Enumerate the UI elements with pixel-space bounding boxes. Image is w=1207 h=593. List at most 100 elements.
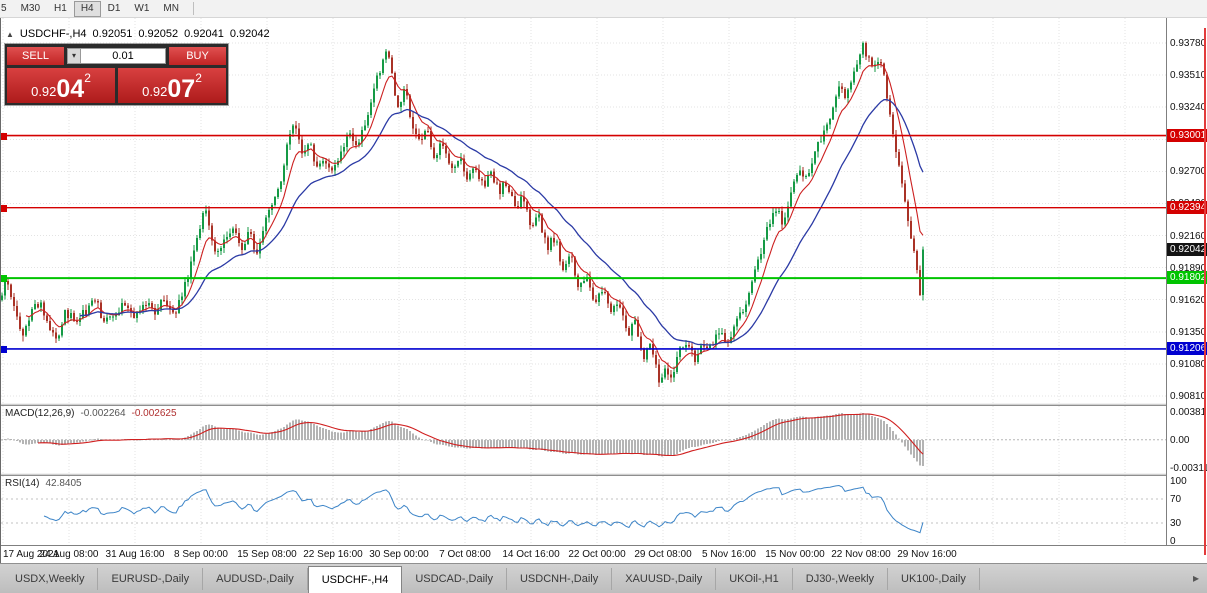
rsi-grid — [2, 476, 1126, 545]
tab-audusd-daily[interactable]: AUDUSD-,Daily — [203, 568, 308, 590]
quote-low: 0.92041 — [184, 28, 224, 40]
macd-value-signal: -0.002625 — [131, 408, 177, 419]
macd-axis-max: 0.00381 — [1170, 407, 1207, 418]
timeframe-button-h1[interactable]: H1 — [54, 2, 67, 14]
tab-ukoil-h1[interactable]: UKOil-,H1 — [716, 568, 793, 590]
price-tick-label: 0.93780 — [1170, 38, 1207, 49]
macd-value-main: -0.002264 — [80, 408, 126, 419]
hline-left-anchor — [1, 205, 7, 212]
price-tick-label: 0.91890 — [1170, 263, 1207, 274]
macd-axis-zero: 0.00 — [1170, 435, 1190, 446]
time-tick-label: 29 Nov 16:00 — [897, 549, 957, 560]
rsi-line — [43, 484, 924, 534]
timeframe-button-mn[interactable]: MN — [163, 2, 179, 14]
chart-area: 0.937800.935100.932400.929700.927000.924… — [0, 18, 1207, 563]
quote-high: 0.92052 — [138, 28, 179, 40]
time-tick-label: 31 Aug 16:00 — [105, 549, 165, 560]
rsi-axis-100: 100 — [1170, 476, 1187, 487]
macd-label: MACD(12,26,9) -0.002264 -0.002625 — [5, 408, 177, 419]
price-tick-label: 0.93510 — [1170, 70, 1207, 81]
toolbar-separator — [192, 2, 194, 15]
sell-price-prefix: 0.92 — [31, 84, 57, 99]
sell-price-big: 04 — [56, 75, 85, 103]
collapse-trade-panel-icon[interactable]: ▲ — [6, 29, 14, 39]
tab-scroll-right-icon[interactable]: ▸ — [1192, 571, 1199, 585]
time-tick-label: 30 Sep 00:00 — [369, 549, 429, 560]
candles-layer — [1, 41, 924, 387]
volume-control[interactable]: ▾ 0.01 — [67, 48, 166, 64]
quote-symbol: USDCHF-,H4 — [19, 28, 87, 40]
price-tick-label: 0.91620 — [1170, 295, 1207, 306]
last-price-badge: 0.92042 — [1167, 243, 1207, 256]
hline-left-anchor — [1, 275, 7, 282]
grid-layer — [1, 18, 1166, 403]
time-tick-label: 22 Oct 00:00 — [568, 549, 626, 560]
macd-signal-line — [37, 413, 924, 457]
timeframe-button-h4[interactable]: H4 — [73, 0, 101, 17]
panel-splitter-rsi[interactable] — [1, 473, 1166, 476]
buy-price-sup: 2 — [195, 71, 202, 85]
tab-uk100-daily[interactable]: UK100-,Daily — [888, 568, 980, 590]
chart-tab-bar: USDX,Weekly EURUSD-,Daily AUDUSD-,Daily USD… — [0, 563, 1207, 593]
hline-left-anchor — [1, 346, 7, 353]
buy-button[interactable]: BUY — [169, 47, 226, 65]
time-tick-label: 29 Oct 08:00 — [634, 549, 692, 560]
price-tick-label: 0.91080 — [1170, 359, 1207, 370]
quote-close: 0.92042 — [229, 28, 270, 40]
buy-price[interactable]: 0.92 07 2 — [118, 68, 226, 103]
time-tick-label: 15 Nov 00:00 — [765, 549, 825, 560]
tab-usdcnh-daily[interactable]: USDCNH-,Daily — [507, 568, 613, 590]
rsi-name: RSI(14) — [5, 478, 40, 489]
price-line-badge: 0.93001 — [1167, 129, 1207, 142]
time-axis[interactable]: 17 Aug 2021 24 Aug 08:00 31 Aug 16:00 8 Sep… — [1, 545, 1207, 563]
tab-usdcad-daily[interactable]: USDCAD-,Daily — [402, 568, 507, 590]
time-tick-label: 17 Aug 2021 — [3, 549, 60, 560]
tab-usdchf-h4[interactable]: USDCHF-,H4 — [307, 566, 403, 593]
price-tick-label: 0.92700 — [1170, 166, 1207, 177]
timeframe-buttons: 5 M30 H1 H4 D1 W1 MN — [0, 0, 186, 17]
buy-price-big: 07 — [167, 75, 196, 103]
rsi-label: RSI(14) 42.8405 — [5, 478, 82, 489]
quote-open: 0.92051 — [92, 28, 133, 40]
tab-xauusd-daily[interactable]: XAUUSD-,Daily — [612, 568, 717, 590]
sell-button[interactable]: SELL — [7, 47, 64, 65]
macd-name: MACD(12,26,9) — [5, 408, 75, 419]
right-edge-marker — [1204, 28, 1206, 555]
price-tick-label: 0.91350 — [1170, 327, 1207, 338]
rsi-axis-70: 70 — [1170, 494, 1182, 505]
tab-eurusd-daily[interactable]: EURUSD-,Daily — [98, 568, 204, 590]
time-tick-label: 24 Aug 08:00 — [39, 549, 99, 560]
timeframe-button-5[interactable]: 5 — [1, 2, 7, 14]
time-tick-label: 22 Nov 08:00 — [831, 549, 891, 560]
price-tick-label: 0.90810 — [1170, 391, 1207, 402]
rsi-value: 42.8405 — [45, 478, 82, 489]
panel-splitter-macd[interactable] — [1, 403, 1166, 406]
timeframe-toolbar: 5 M30 H1 H4 D1 W1 MN — [0, 0, 1207, 18]
price-line-badge: 0.91206 — [1167, 342, 1207, 355]
price-axis[interactable]: 0.937800.935100.932400.929700.927000.924… — [1166, 18, 1207, 547]
quote-header: ▲ USDCHF-,H4 0.92051 0.92052 0.92041 0.9… — [6, 28, 270, 40]
time-tick-label: 5 Nov 16:00 — [702, 549, 756, 560]
price-chart-surface[interactable] — [1, 18, 1166, 403]
timeframe-button-m30[interactable]: M30 — [20, 2, 41, 14]
macd-panel-surface[interactable] — [1, 406, 1166, 473]
time-tick-label: 14 Oct 16:00 — [502, 549, 560, 560]
rsi-panel-surface[interactable] — [1, 476, 1166, 545]
sell-price[interactable]: 0.92 04 2 — [7, 68, 115, 103]
price-tick-label: 0.93240 — [1170, 102, 1207, 113]
timeframe-button-d1[interactable]: D1 — [107, 2, 121, 14]
time-tick-label: 8 Sep 00:00 — [174, 549, 228, 560]
rsi-axis-30: 30 — [1170, 518, 1182, 529]
price-line-badge: 0.92394 — [1167, 201, 1207, 214]
timeframe-button-w1[interactable]: W1 — [134, 2, 150, 14]
ma-slow-line — [79, 98, 924, 346]
tab-usdx-weekly[interactable]: USDX,Weekly — [2, 568, 99, 590]
time-tick-label: 7 Oct 08:00 — [439, 549, 491, 560]
tab-dj30-weekly[interactable]: DJ30-,Weekly — [793, 568, 889, 590]
volume-value[interactable]: 0.01 — [81, 48, 166, 64]
buy-price-prefix: 0.92 — [142, 84, 168, 99]
volume-dropdown-icon[interactable]: ▾ — [67, 48, 81, 64]
rsi-axis-0: 0 — [1170, 536, 1176, 547]
sell-price-sup: 2 — [84, 71, 91, 85]
time-tick-label: 22 Sep 16:00 — [303, 549, 363, 560]
